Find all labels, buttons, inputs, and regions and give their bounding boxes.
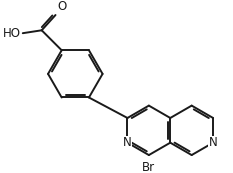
Text: O: O xyxy=(57,0,66,13)
Text: N: N xyxy=(209,136,217,149)
Text: N: N xyxy=(123,136,132,149)
Text: HO: HO xyxy=(3,27,21,40)
Text: Br: Br xyxy=(142,161,155,173)
